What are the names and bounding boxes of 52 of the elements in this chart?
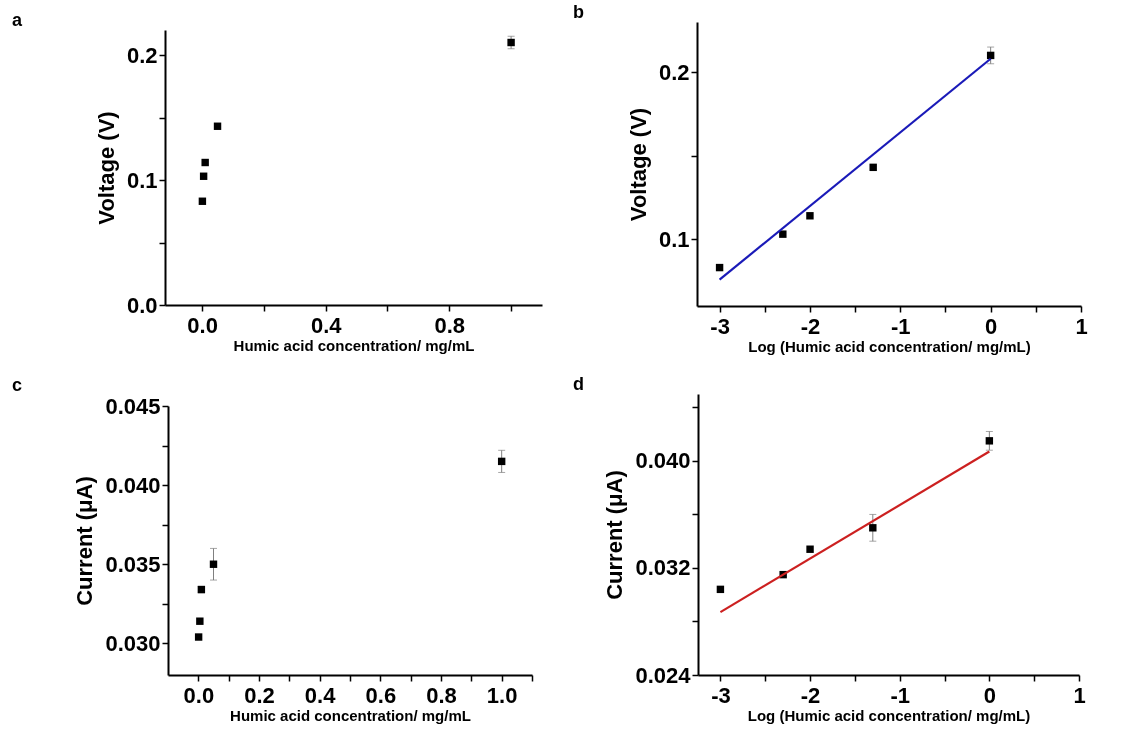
x-tick-label: 1 <box>1073 682 1086 708</box>
y-tick-label: 0.040 <box>635 448 691 474</box>
x-tick-label: -3 <box>711 682 731 708</box>
x-axis-title: Humic acid concentration/ mg/mL <box>230 706 471 724</box>
point <box>779 230 787 238</box>
x-tick-label: 0.8 <box>426 682 457 708</box>
y-tick-label: 0.0 <box>126 292 158 318</box>
y-tick-label: 0.040 <box>105 472 161 498</box>
y-tick-label: 0.2 <box>658 59 690 85</box>
x-axis-title: Humic acid concentration/ mg/mL <box>233 336 475 354</box>
point <box>806 212 814 220</box>
x-tick-label: 0.6 <box>365 682 397 708</box>
point <box>869 163 877 172</box>
y-tick-label: 0.024 <box>635 662 692 688</box>
y-axis-title: Current (μA) <box>602 470 628 600</box>
y-tick-label: 0.032 <box>635 555 691 581</box>
point <box>201 158 209 167</box>
y-tick-label: 0.030 <box>105 630 161 656</box>
x-axis-title: Log (Humic acid concentration/ mg/mL) <box>747 706 1031 724</box>
y-axis-title: Current (μA) <box>72 476 98 606</box>
x-tick-label: -3 <box>710 313 730 339</box>
x-axis-title: Log (Humic acid concentration/ mg/mL) <box>748 337 1031 355</box>
x-tick-label: -2 <box>800 313 821 339</box>
chart-title: d <box>573 374 584 394</box>
y-tick-label: 0.1 <box>658 226 690 252</box>
x-tick-label: 0 <box>985 313 998 339</box>
x-tick-label: -1 <box>891 313 911 339</box>
point <box>869 524 877 532</box>
point <box>806 545 814 553</box>
y-tick-label: 0.1 <box>126 167 158 193</box>
y-tick-label: 0.035 <box>105 551 161 577</box>
chart-title: b <box>573 2 584 22</box>
text: c <box>12 375 23 395</box>
x-tick-label: 0.4 <box>310 312 343 338</box>
y-tick-label: 0.2 <box>126 42 158 68</box>
point <box>985 437 994 445</box>
x-tick-label: 0.4 <box>304 682 337 708</box>
point <box>196 617 204 625</box>
x-tick-label: 0.0 <box>187 312 218 338</box>
x-tick-label: 0.8 <box>434 312 466 338</box>
x-tick-label: -2 <box>800 682 821 708</box>
point <box>194 633 203 641</box>
y-axis-title: Voltage (V) <box>93 111 119 225</box>
x-tick-label: 0.2 <box>244 682 275 708</box>
y-tick-label: 0.045 <box>105 393 161 419</box>
x-tick-label: -1 <box>890 682 910 708</box>
x-tick-label: 1.0 <box>486 682 518 708</box>
x-tick-label: 0 <box>983 682 996 708</box>
text: a <box>12 10 23 30</box>
x-tick-label: 1 <box>1075 313 1088 339</box>
x-tick-label: 0.0 <box>183 682 215 708</box>
y-axis-title: Voltage (V) <box>625 107 651 222</box>
